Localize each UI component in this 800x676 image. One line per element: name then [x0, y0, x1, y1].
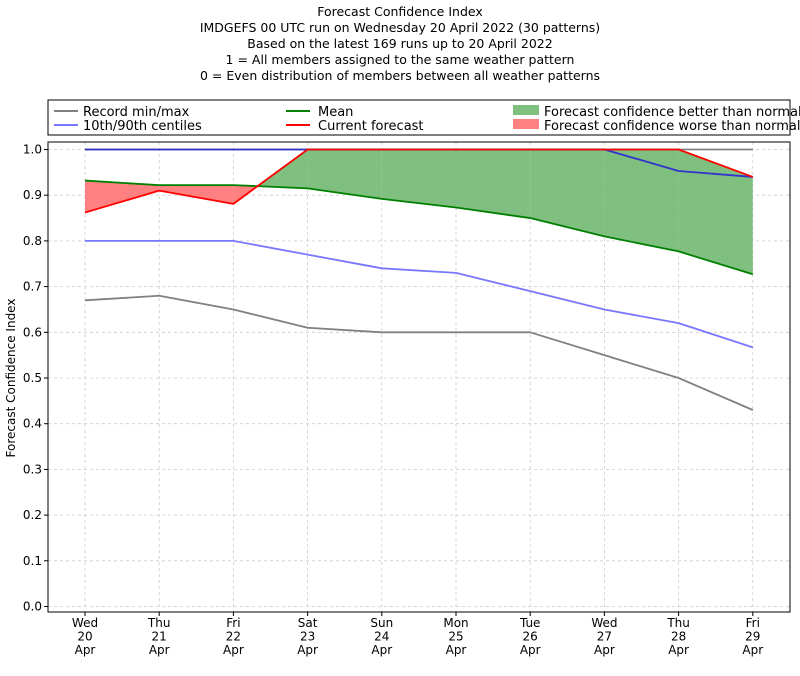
- y-tick-label: 0.7: [23, 280, 42, 294]
- x-tick-label: Apr: [594, 643, 615, 657]
- legend-label-better: Forecast confidence better than normal: [544, 105, 800, 120]
- x-tick-label: Apr: [223, 643, 244, 657]
- y-tick-label: 1.0: [23, 143, 42, 157]
- x-tick-label: Apr: [371, 643, 392, 657]
- plot-frame: [47, 141, 791, 613]
- x-tick-label: 21: [152, 630, 167, 644]
- chart-title: Forecast Confidence Index IMDGEFS 00 UTC…: [0, 4, 800, 84]
- x-tick-label: Apr: [75, 643, 96, 657]
- x-tick-label: 26: [523, 630, 538, 644]
- x-tick-label: 24: [374, 630, 389, 644]
- x-tick-label: Apr: [520, 643, 541, 657]
- title-line-5: 0 = Even distribution of members between…: [199, 68, 601, 83]
- y-tick-label: 0.6: [23, 325, 42, 339]
- x-tick-label: Thu: [666, 616, 690, 630]
- legend: Record min/max 10th/90th centiles Mean C…: [47, 99, 800, 136]
- y-tick-label: 0.0: [23, 600, 42, 614]
- x-tick-label: 22: [226, 630, 241, 644]
- x-tick-label: Tue: [519, 616, 541, 630]
- x-tick-label: 20: [77, 630, 92, 644]
- y-tick-label: 0.3: [23, 462, 42, 476]
- x-tick-label: Wed: [591, 616, 617, 630]
- legend-swatch-worse: [513, 119, 539, 129]
- y-axis-label: Forecast Confidence Index: [4, 299, 18, 458]
- x-tick-label: Wed: [72, 616, 98, 630]
- worse-than-normal-area: [159, 185, 234, 204]
- x-tick-label: Fri: [226, 616, 240, 630]
- legend-label-current: Current forecast: [318, 119, 424, 134]
- y-tick-label: 0.5: [23, 371, 42, 385]
- legend-label-record: Record min/max: [83, 105, 190, 120]
- x-tick-label: Mon: [443, 616, 468, 630]
- title-line-4: 1 = All members assigned to the same wea…: [225, 52, 575, 67]
- x-tick-label: Apr: [742, 643, 763, 657]
- x-tick-label: 23: [300, 630, 315, 644]
- y-tick-label: 0.8: [23, 234, 42, 248]
- better-than-normal-area: [678, 149, 753, 275]
- better-than-normal-area: [530, 149, 605, 237]
- x-tick-label: 28: [671, 630, 686, 644]
- current-forecast-line: [84, 148, 754, 214]
- x-tick-label: Apr: [297, 643, 318, 657]
- y-tick-label: 0.1: [23, 554, 42, 568]
- legend-label-mean: Mean: [318, 105, 353, 120]
- legend-swatch-better: [513, 105, 539, 115]
- centile-10-line: [85, 239, 754, 349]
- x-tick-label: Fri: [746, 616, 760, 630]
- y-tick-label: 0.4: [23, 417, 42, 431]
- better-than-normal-area: [456, 149, 531, 219]
- title-line-1: Forecast Confidence Index: [317, 4, 483, 19]
- x-tick-label: Sat: [298, 616, 318, 630]
- legend-label-centiles: 10th/90th centiles: [83, 119, 202, 134]
- record-min-line: [84, 294, 754, 411]
- y-tick-label: 0.2: [23, 508, 42, 522]
- x-tick-label: Thu: [147, 616, 171, 630]
- x-tick-label: 25: [448, 630, 463, 644]
- better-than-normal-area: [381, 149, 456, 208]
- x-tick-label: Apr: [668, 643, 689, 657]
- title-line-3: Based on the latest 169 runs up to 20 Ap…: [247, 36, 553, 51]
- better-than-normal-area: [604, 149, 679, 252]
- x-tick-label: Apr: [446, 643, 467, 657]
- legend-label-worse: Forecast confidence worse than normal: [544, 119, 800, 134]
- title-line-2: IMDGEFS 00 UTC run on Wednesday 20 April…: [199, 20, 601, 35]
- x-tick-label: 27: [597, 630, 612, 644]
- plot-area: 0.00.10.20.30.40.50.60.70.80.91.0Wed20Ap…: [23, 141, 791, 657]
- worse-than-normal-area: [85, 180, 160, 213]
- legend-frame: [47, 99, 791, 136]
- mean-line: [84, 179, 754, 276]
- x-tick-label: Apr: [149, 643, 170, 657]
- y-tick-label: 0.9: [23, 188, 42, 202]
- better-than-normal-area: [307, 149, 382, 199]
- x-tick-label: 29: [745, 630, 760, 644]
- x-tick-label: Sun: [370, 616, 393, 630]
